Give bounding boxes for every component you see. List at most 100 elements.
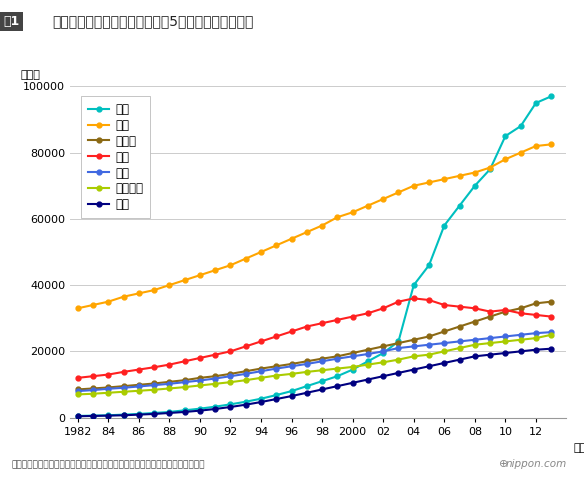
韓国 (334, 383, 341, 389)
フランス (517, 337, 524, 343)
英国 (227, 373, 234, 379)
日本 (471, 305, 478, 311)
中国 (89, 413, 96, 419)
韓国 (151, 411, 158, 417)
ドイツ (380, 344, 387, 349)
フランス (548, 332, 555, 338)
ドイツ (196, 375, 203, 381)
韓国 (502, 350, 509, 356)
フランス (364, 362, 371, 368)
日本 (151, 364, 158, 370)
中国 (242, 399, 249, 405)
Line: 米国: 米国 (75, 142, 554, 311)
米国 (426, 180, 433, 185)
ドイツ (395, 340, 402, 346)
英国 (349, 353, 356, 359)
米国 (380, 196, 387, 202)
ドイツ (456, 324, 463, 329)
中国 (334, 373, 341, 379)
ドイツ (486, 314, 493, 320)
米国 (303, 229, 310, 235)
ドイツ (548, 299, 555, 305)
中国 (120, 412, 127, 418)
韓国 (349, 380, 356, 386)
フランス (74, 392, 81, 397)
英国 (471, 337, 478, 343)
英国 (135, 384, 142, 389)
中国 (227, 401, 234, 407)
日本 (380, 305, 387, 311)
ドイツ (471, 319, 478, 324)
中国 (364, 359, 371, 364)
フランス (135, 388, 142, 394)
フランス (334, 366, 341, 372)
英国 (211, 376, 218, 382)
ドイツ (288, 361, 295, 367)
英国 (89, 387, 96, 393)
中国 (486, 167, 493, 172)
日本 (135, 367, 142, 372)
韓国 (135, 412, 142, 418)
韓国 (181, 409, 188, 415)
米国 (166, 282, 173, 288)
Line: フランス: フランス (75, 332, 554, 397)
フランス (288, 371, 295, 377)
米国 (181, 277, 188, 283)
米国 (349, 209, 356, 215)
韓国 (105, 413, 112, 419)
英国 (242, 371, 249, 377)
日本 (74, 375, 81, 381)
韓国 (426, 363, 433, 369)
フランス (441, 348, 448, 354)
中国 (258, 396, 265, 402)
ドイツ (242, 368, 249, 374)
日本 (426, 297, 433, 303)
フランス (410, 353, 417, 359)
米国 (441, 176, 448, 182)
日本 (288, 329, 295, 335)
米国 (319, 223, 326, 228)
韓国 (486, 352, 493, 358)
ドイツ (334, 353, 341, 359)
ドイツ (258, 366, 265, 372)
英国 (258, 368, 265, 374)
米国 (548, 142, 555, 147)
中国 (151, 410, 158, 416)
米国 (258, 249, 265, 255)
米国 (471, 169, 478, 175)
日本 (364, 311, 371, 316)
米国 (533, 143, 540, 149)
Text: nippon.com: nippon.com (505, 459, 566, 469)
韓国 (456, 357, 463, 362)
日本 (105, 372, 112, 377)
中国 (517, 123, 524, 129)
韓国 (548, 346, 555, 351)
ドイツ (349, 350, 356, 356)
ドイツ (89, 385, 96, 391)
ドイツ (135, 382, 142, 388)
日本 (349, 314, 356, 320)
英国 (486, 335, 493, 341)
ドイツ (181, 377, 188, 383)
日本 (273, 334, 280, 339)
韓国 (227, 404, 234, 410)
フランス (227, 379, 234, 385)
韓国 (273, 396, 280, 402)
中国 (441, 223, 448, 228)
英国 (517, 332, 524, 338)
ドイツ (410, 337, 417, 343)
中国 (105, 412, 112, 418)
中国 (471, 183, 478, 189)
日本 (181, 359, 188, 364)
日本 (303, 324, 310, 329)
韓国 (380, 373, 387, 379)
日本 (533, 312, 540, 318)
英国 (456, 338, 463, 344)
日本 (242, 344, 249, 349)
英国 (441, 340, 448, 346)
中国 (166, 409, 173, 415)
中国 (502, 133, 509, 139)
中国 (426, 263, 433, 268)
韓国 (120, 412, 127, 418)
ドイツ (533, 300, 540, 306)
